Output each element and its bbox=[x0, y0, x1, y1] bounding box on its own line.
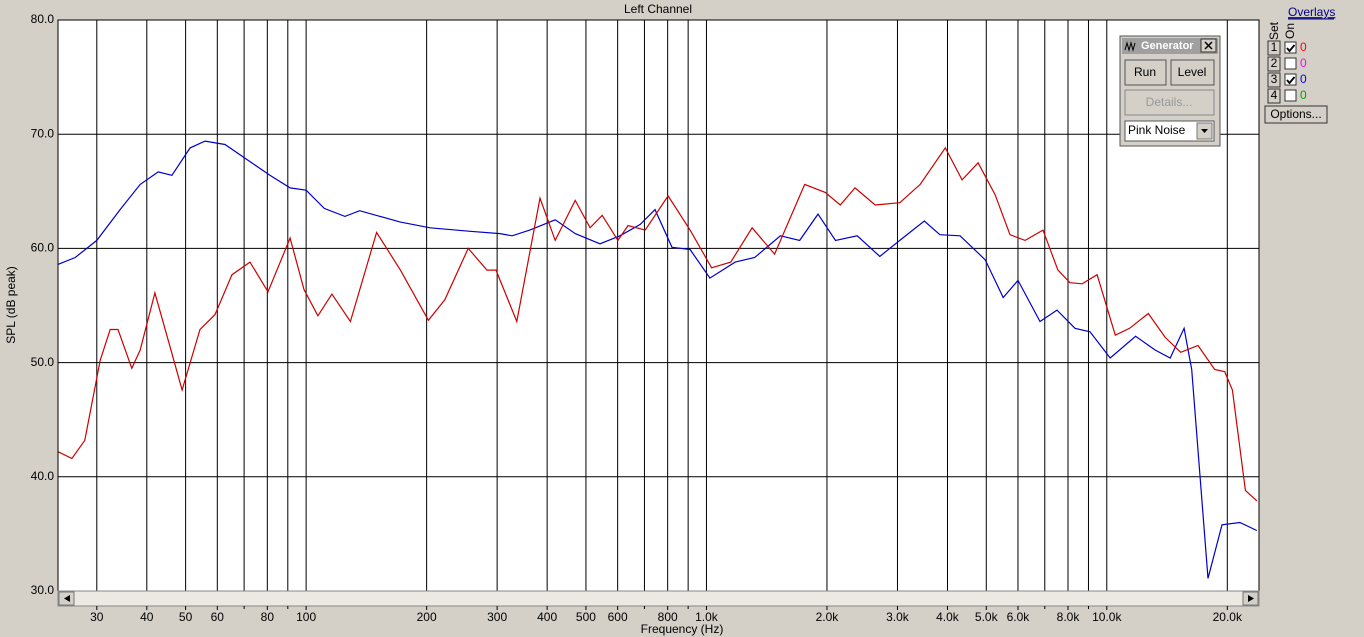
level-label[interactable]: Level bbox=[1178, 65, 1207, 79]
arrow-icon bbox=[1248, 595, 1254, 602]
overlay-checkbox[interactable] bbox=[1284, 57, 1297, 70]
y-tick-label: 80.0 bbox=[31, 12, 55, 26]
y-tick-label: 50.0 bbox=[31, 355, 55, 369]
signal-select[interactable] bbox=[1124, 120, 1215, 142]
set-button[interactable] bbox=[1267, 72, 1281, 88]
set-number[interactable]: 1 bbox=[1271, 40, 1278, 54]
response-line bbox=[57, 146, 1258, 502]
details-label[interactable]: Details... bbox=[1146, 95, 1193, 109]
set-header: Set bbox=[1267, 21, 1281, 40]
overlays-title[interactable]: Overlays bbox=[1288, 5, 1335, 19]
dropdown-icon bbox=[1201, 129, 1208, 133]
x-axis-label: Frequency (Hz) bbox=[641, 622, 724, 636]
set-number[interactable]: 4 bbox=[1271, 88, 1278, 102]
close-icon bbox=[1204, 41, 1213, 50]
overlay-value: 0 bbox=[1300, 72, 1307, 86]
generator-icon bbox=[1124, 41, 1136, 52]
generator-window: Generator Run Level Details... Pink Nois… bbox=[1119, 35, 1221, 147]
options-button[interactable] bbox=[1264, 105, 1328, 124]
y-axis-label: SPL (dB peak) bbox=[4, 266, 18, 344]
check-mark bbox=[1286, 76, 1296, 85]
x-tick-label: 40 bbox=[140, 610, 154, 624]
overlays-panel: Overlays Set On Options... 1 0 2 0 3 0 4 0 bbox=[1264, 5, 1335, 124]
details-button[interactable] bbox=[1124, 89, 1215, 116]
signal-label[interactable]: Pink Noise bbox=[1128, 123, 1186, 137]
x-tick-label: 20.0k bbox=[1213, 610, 1243, 624]
y-tick-label: 40.0 bbox=[31, 469, 55, 483]
plot-area bbox=[58, 20, 1259, 591]
x-tick-label: 500 bbox=[576, 610, 596, 624]
scrollbar[interactable] bbox=[57, 590, 1260, 607]
options-label[interactable]: Options... bbox=[1270, 107, 1321, 121]
x-tick-label: 60 bbox=[211, 610, 225, 624]
y-tick-label: 60.0 bbox=[31, 241, 55, 255]
overlay-checkbox[interactable] bbox=[1284, 89, 1297, 102]
overlay-checkbox[interactable] bbox=[1284, 73, 1297, 86]
run-label[interactable]: Run bbox=[1134, 65, 1156, 79]
x-tick-label: 300 bbox=[487, 610, 507, 624]
x-tick-label: 4.0k bbox=[936, 610, 960, 624]
x-tick-label: 200 bbox=[417, 610, 437, 624]
overlay-value: 0 bbox=[1300, 56, 1307, 70]
chart-title: Left Channel bbox=[624, 2, 692, 16]
y-tick-label: 70.0 bbox=[31, 126, 55, 140]
level-button[interactable] bbox=[1170, 59, 1215, 86]
x-tick-label: 50 bbox=[179, 610, 193, 624]
x-tick-label: 30 bbox=[90, 610, 104, 624]
y-tick-label: 30.0 bbox=[31, 583, 55, 597]
x-tick-label: 3.0k bbox=[886, 610, 910, 624]
x-tick-label: 5.0k bbox=[975, 610, 999, 624]
arrow-icon bbox=[64, 595, 70, 602]
set-button[interactable] bbox=[1267, 88, 1281, 104]
x-tick-label: 800 bbox=[658, 610, 678, 624]
x-tick-label: 600 bbox=[608, 610, 628, 624]
x-tick-label: 2.0k bbox=[816, 610, 840, 624]
overlay-value: 0 bbox=[1300, 88, 1307, 102]
overlay-checkbox[interactable] bbox=[1284, 41, 1297, 54]
on-header: On bbox=[1283, 23, 1297, 39]
run-button[interactable] bbox=[1124, 59, 1167, 86]
x-tick-label: 6.0k bbox=[1007, 610, 1031, 624]
response-line bbox=[57, 140, 1258, 579]
x-tick-label: 80 bbox=[261, 610, 275, 624]
set-button[interactable] bbox=[1267, 40, 1281, 56]
check-mark bbox=[1286, 44, 1296, 53]
set-number[interactable]: 2 bbox=[1271, 56, 1278, 70]
generator-titlebar bbox=[1122, 38, 1218, 54]
generator-title: Generator bbox=[1141, 40, 1194, 52]
x-tick-label: 10.0k bbox=[1092, 610, 1122, 624]
x-tick-label: 400 bbox=[537, 610, 557, 624]
x-tick-label: 100 bbox=[296, 610, 316, 624]
set-button[interactable] bbox=[1267, 56, 1281, 72]
scroll-track bbox=[57, 590, 1260, 607]
set-number[interactable]: 3 bbox=[1271, 72, 1278, 86]
overlay-value: 0 bbox=[1300, 40, 1307, 54]
x-tick-label: 8.0k bbox=[1057, 610, 1081, 624]
x-tick-label: 1.0k bbox=[695, 610, 719, 624]
